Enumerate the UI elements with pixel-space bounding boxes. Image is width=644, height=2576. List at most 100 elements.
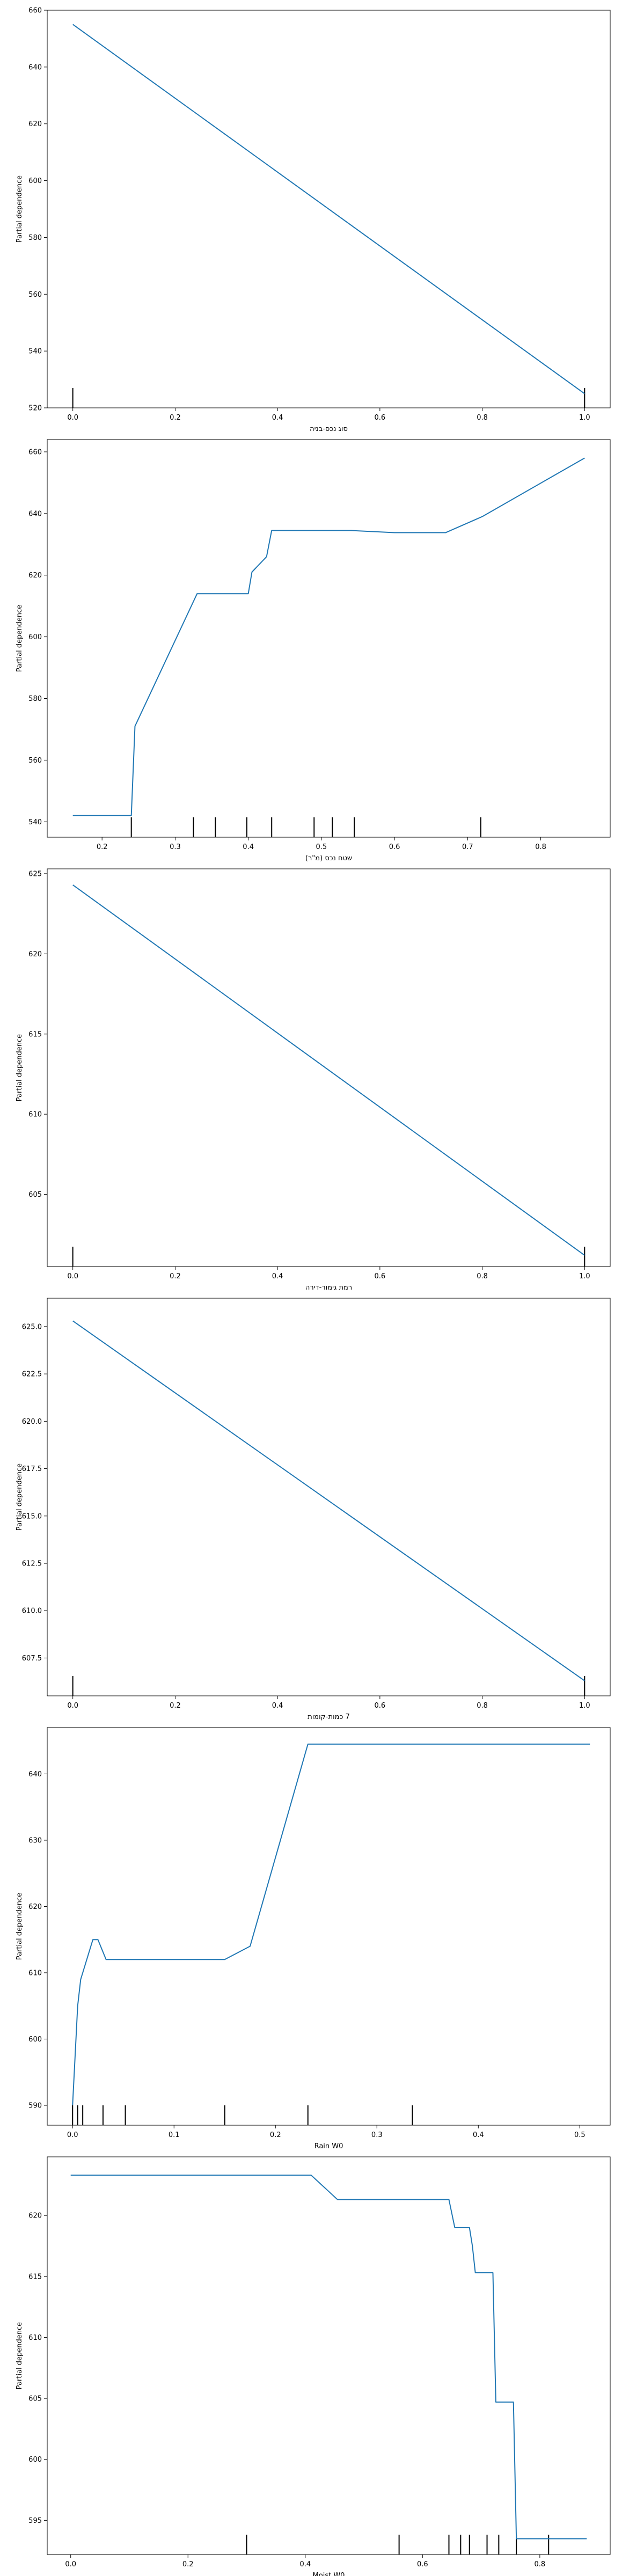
x-tick-label: 0.0	[67, 1702, 78, 1710]
x-tick-label: 0.8	[535, 843, 546, 851]
x-axis-label: 7 כמות-קומות	[308, 1713, 350, 1721]
chart-panel-5: 0.0 0.1 0.2 0.3 0.4 0.5 590 600 610 620 630 640 Rain…	[16, 1727, 611, 2150]
x-tick-label: 0.8	[477, 414, 488, 422]
x-tick-label: 0.6	[417, 2560, 428, 2568]
x-axis-label: רמת גימור-דירה	[305, 1284, 352, 1292]
y-tick-label: 605	[28, 2395, 42, 2403]
x-tick-label: 0.6	[375, 414, 386, 422]
x-tick-label: 0.8	[477, 1702, 488, 1710]
y-tick-label: 595	[28, 2517, 42, 2525]
y-axis-label: Partial dependence	[16, 605, 24, 672]
x-tick-label: 0.4	[299, 2560, 311, 2568]
y-tick-label: 620	[28, 572, 42, 580]
x-tick-label: 0.7	[462, 843, 473, 851]
x-tick-label: 0.3	[170, 843, 181, 851]
y-axis-label: Partial dependence	[16, 1034, 24, 1101]
x-tick-label: 0.5	[574, 2131, 586, 2139]
x-tick-label: 0.6	[389, 843, 400, 851]
y-tick-label: 607.5	[22, 1655, 42, 1663]
plot-frame	[47, 10, 611, 408]
x-axis-label: Moist W0	[313, 2572, 345, 2576]
x-tick-label: 0.2	[170, 1272, 181, 1280]
x-axis-label: סוג נכס-בניה	[310, 425, 348, 433]
y-tick-label: 605	[28, 1191, 42, 1199]
x-tick-label: 0.8	[535, 2560, 546, 2568]
partial-dependence-line	[70, 2175, 587, 2540]
x-tick-label: 0.0	[65, 2560, 76, 2568]
y-tick-label: 620	[28, 2212, 42, 2220]
y-tick-label: 615	[28, 2273, 42, 2281]
x-tick-label: 0.6	[375, 1702, 386, 1710]
y-tick-label: 610	[28, 1111, 42, 1119]
plot-frame	[47, 2156, 611, 2555]
y-tick-label: 580	[28, 234, 42, 242]
y-tick-label: 590	[28, 2102, 42, 2110]
x-tick-label: 0.0	[67, 414, 78, 422]
partial-dependence-line	[72, 457, 585, 816]
x-tick-label: 1.0	[579, 1702, 590, 1710]
partial-dependence-line	[72, 1320, 585, 1681]
y-tick-label: 615	[28, 1030, 42, 1038]
x-tick-label: 0.4	[473, 2131, 484, 2139]
x-tick-label: 0.6	[375, 1272, 386, 1280]
x-axis-label: Rain W0	[314, 2142, 343, 2150]
partial-dependence-line	[72, 1743, 590, 2106]
x-tick-label: 0.2	[170, 414, 181, 422]
x-tick-label: 0.4	[272, 1702, 283, 1710]
x-tick-label: 0.4	[243, 843, 254, 851]
y-tick-label: 610	[28, 1969, 42, 1977]
x-tick-label: 1.0	[579, 1272, 590, 1280]
y-tick-label: 560	[28, 291, 42, 299]
y-axis-label: Partial dependence	[16, 175, 24, 243]
chart-panel-6: 0.0 0.2 0.4 0.6 0.8 595 600 605 610 615 620 Moist W…	[16, 2156, 611, 2576]
y-tick-label: 610.0	[22, 1607, 42, 1615]
y-tick-label: 520	[28, 405, 42, 413]
x-tick-label: 0.0	[67, 2131, 78, 2139]
chart-panel-3: 0.0 0.2 0.4 0.6 0.8 1.0 605 610 615 620 625 רמת גימ…	[16, 868, 611, 1292]
y-tick-label: 600	[28, 177, 42, 185]
y-tick-label: 630	[28, 1836, 42, 1845]
x-tick-label: 0.5	[316, 843, 327, 851]
y-tick-label: 615.0	[22, 1512, 42, 1520]
chart-panel-1: 0.0 0.2 0.4 0.6 0.8 1.0 520 540 560 580 600 620 640 6…	[16, 7, 611, 433]
y-tick-label: 640	[28, 1770, 42, 1779]
plot-frame	[47, 1727, 611, 2126]
y-axis-label: Partial dependence	[16, 1463, 24, 1531]
y-axis-label: Partial dependence	[16, 2322, 24, 2389]
y-tick-label: 660	[28, 448, 42, 456]
chart-panel-2: 0.2 0.3 0.4 0.5 0.6 0.7 0.8 540 560 580 600 620 640 6…	[16, 439, 611, 862]
y-tick-label: 625.0	[22, 1323, 42, 1331]
y-tick-label: 540	[28, 348, 42, 356]
y-tick-label: 640	[28, 510, 42, 518]
y-tick-label: 660	[28, 7, 42, 15]
x-tick-label: 0.2	[97, 843, 108, 851]
x-tick-label: 0.8	[477, 1272, 488, 1280]
y-tick-label: 600	[28, 633, 42, 641]
y-tick-label: 620.0	[22, 1418, 42, 1426]
x-tick-label: 0.2	[270, 2131, 281, 2139]
x-tick-label: 0.0	[67, 1272, 78, 1280]
x-tick-label: 0.2	[182, 2560, 194, 2568]
x-tick-label: 0.3	[371, 2131, 383, 2139]
y-tick-label: 560	[28, 757, 42, 765]
y-tick-label: 617.5	[22, 1465, 42, 1473]
partial-dependence-line	[72, 884, 585, 1256]
x-tick-label: 1.0	[579, 414, 590, 422]
plot-frame	[47, 1298, 611, 1696]
y-tick-label: 610	[28, 2334, 42, 2342]
y-tick-label: 600	[28, 2036, 42, 2044]
y-tick-label: 600	[28, 2456, 42, 2464]
x-tick-label: 0.2	[170, 1702, 181, 1710]
chart-panel-4: 0.0 0.2 0.4 0.6 0.8 1.0 607.5 610.0 612.5 615.0 61…	[16, 1298, 611, 1721]
plot-frame	[47, 439, 611, 838]
y-tick-label: 580	[28, 695, 42, 703]
y-tick-label: 620	[28, 950, 42, 958]
x-tick-label: 0.4	[272, 1272, 283, 1280]
y-tick-label: 622.5	[22, 1371, 42, 1379]
y-tick-label: 625	[28, 870, 42, 878]
x-tick-label: 0.4	[272, 414, 283, 422]
y-axis-label: Partial dependence	[16, 1893, 24, 1960]
y-tick-label: 612.5	[22, 1560, 42, 1568]
y-tick-label: 620	[28, 1903, 42, 1911]
